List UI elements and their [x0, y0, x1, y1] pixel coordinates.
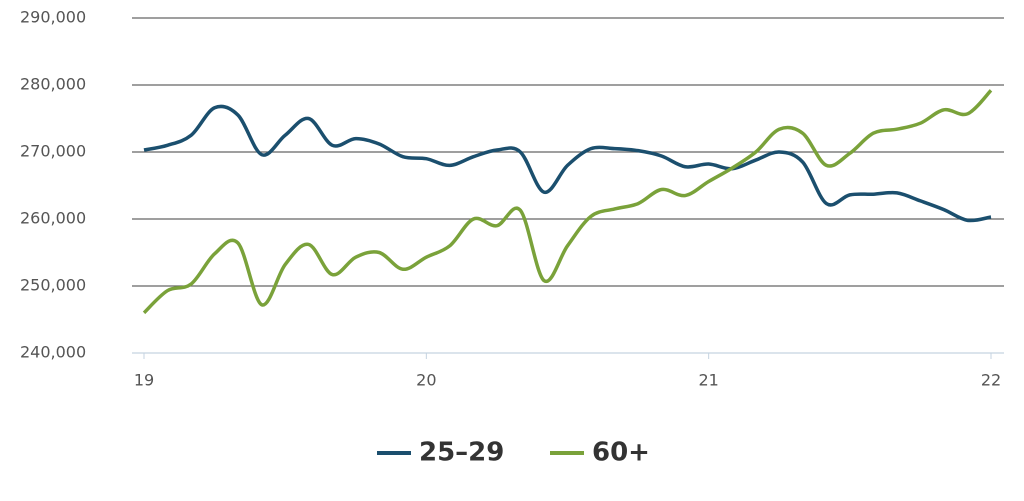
y-tick-label: 270,000 — [20, 142, 86, 161]
series-line — [143, 104, 992, 223]
x-tick-label: 19 — [134, 371, 154, 390]
x-tick-label: 20 — [416, 371, 436, 390]
x-tick-label: 21 — [698, 371, 718, 390]
y-tick-label: 250,000 — [20, 276, 86, 295]
legend-label: 60+ — [592, 438, 650, 468]
y-tick-label: 260,000 — [20, 209, 86, 228]
y-tick-label: 280,000 — [20, 75, 86, 94]
legend-label: 25–29 — [419, 438, 504, 468]
x-tick-label: 22 — [981, 371, 1001, 390]
y-tick-label: 290,000 — [20, 8, 86, 27]
y-tick-label: 240,000 — [20, 343, 86, 362]
series-line — [142, 89, 993, 315]
